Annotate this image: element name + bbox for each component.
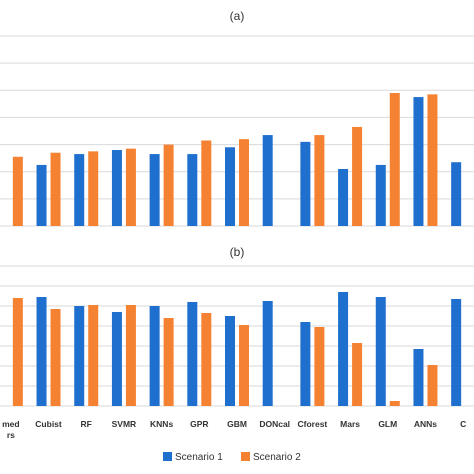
bar-b-s1-4: [149, 306, 160, 406]
bar-b-s2-5: [201, 313, 212, 406]
bar-b-s2-0: [12, 298, 23, 406]
bar-a-s1-3: [111, 150, 122, 226]
category-label: GBM: [227, 419, 247, 429]
panel-b-title: (b): [230, 245, 245, 259]
bar-b-s1-9: [338, 292, 349, 406]
bar-a-s2-9: [352, 126, 363, 226]
bar-a-s2-0: [12, 156, 23, 226]
bar-a-s1-5: [187, 154, 198, 226]
category-label: ANNs: [414, 419, 437, 429]
category-label: RF: [81, 419, 92, 429]
bar-b-s1-5: [187, 302, 198, 406]
category-label: Cubist: [35, 419, 62, 429]
bar-b-s1-6: [225, 316, 235, 406]
category-label: C: [460, 419, 466, 429]
bar-a-s2-6: [239, 139, 249, 226]
legend-swatch-scenario-2: [241, 452, 250, 461]
category-label: SVMR: [112, 419, 137, 429]
bar-a-s1-1: [36, 164, 47, 226]
legend-label-scenario-2: Scenario 2: [253, 452, 301, 463]
bar-a-s2-10: [389, 93, 400, 226]
bar-b-s2-1: [50, 309, 61, 406]
category-label: DONcal: [259, 419, 290, 429]
bar-b-s2-11: [427, 365, 438, 406]
bar-b-s2-9: [352, 343, 363, 406]
bar-b-s1-8: [300, 322, 311, 406]
bar-a-s1-11: [413, 97, 424, 226]
bar-b-s1-3: [111, 312, 122, 406]
panel-a-plot: [0, 35, 474, 227]
legend: Scenario 1 Scenario 2: [163, 452, 301, 463]
bar-b-s2-4: [163, 318, 174, 406]
bar-b-s2-3: [125, 305, 136, 406]
bar-b-s1-10: [375, 297, 386, 406]
bar-a-s1-4: [149, 154, 160, 226]
bar-a-s2-1: [50, 152, 61, 226]
category-label: Mars: [340, 419, 360, 429]
bar-a-s1-2: [74, 154, 85, 226]
bar-b-s2-6: [239, 325, 249, 406]
bar-b-s1-11: [413, 349, 424, 406]
bar-a-s2-8: [314, 135, 325, 226]
bar-a-s1-9: [338, 169, 349, 226]
panel-a-title: (a): [230, 9, 245, 23]
bar-a-s1-6: [225, 147, 235, 226]
legend-label-scenario-1: Scenario 1: [175, 452, 223, 463]
bar-a-s1-7: [262, 135, 273, 226]
category-label: GPR: [190, 419, 208, 429]
bar-b-s2-8: [314, 327, 325, 406]
bar-a-s2-3: [125, 148, 136, 226]
bar-a-s1-12: [451, 162, 462, 226]
bar-b-s2-2: [88, 305, 99, 406]
bar-b-s1-1: [36, 297, 47, 406]
bar-b-s1-7: [262, 301, 273, 406]
panel-b-plot: [0, 265, 474, 407]
category-label: KNNs: [150, 419, 173, 429]
bar-b-s2-10: [389, 401, 400, 406]
bar-a-s1-8: [300, 141, 311, 226]
legend-swatch-scenario-1: [163, 452, 172, 461]
category-label: Cforest: [298, 419, 328, 429]
bar-a-s2-4: [163, 144, 174, 226]
category-label: GLM: [378, 419, 397, 429]
bar-a-s2-2: [88, 151, 99, 226]
category-label: med rs: [2, 419, 19, 440]
bar-a-s2-11: [427, 94, 438, 226]
bar-b-s1-2: [74, 306, 85, 406]
bar-a-s1-10: [375, 164, 386, 226]
bar-a-s2-5: [201, 140, 212, 226]
bar-b-s1-12: [451, 299, 462, 406]
category-axis-labels: med rs Cubist RF SVMR KNNs GPR GBM DONcal Cforest…: [2, 419, 466, 440]
